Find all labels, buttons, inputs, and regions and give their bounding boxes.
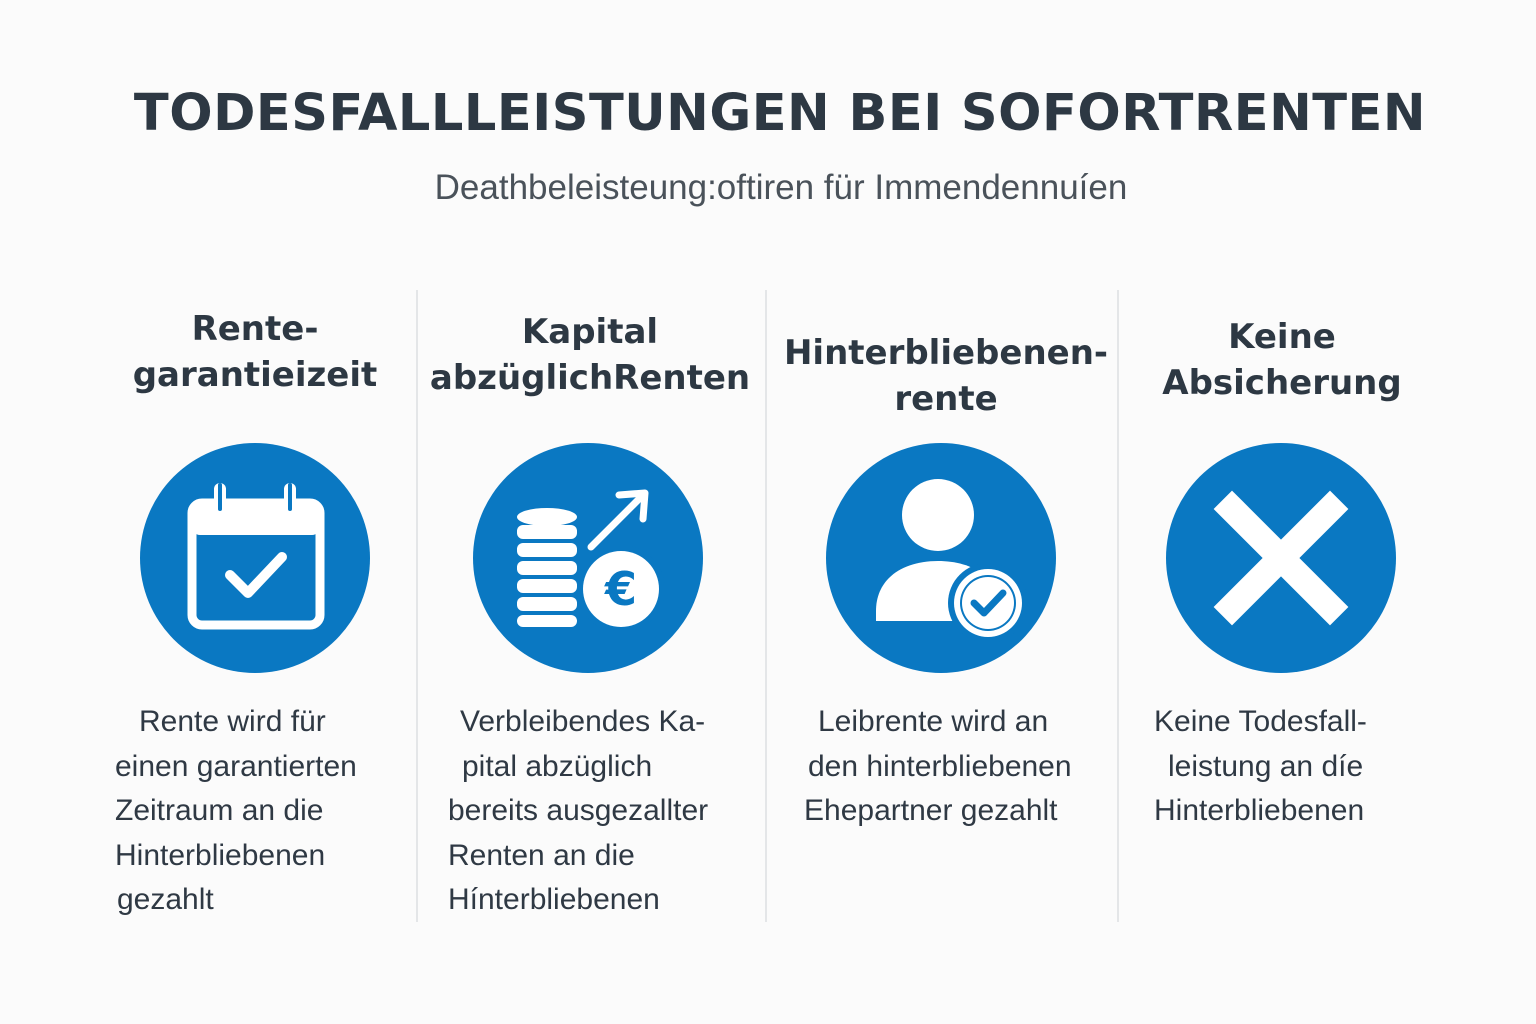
option-garantiezeit: Rente- garantieizeit Rente wird für eine… (85, 0, 425, 1024)
option-title: Kapital abzüglichRenten (429, 312, 751, 398)
person-check-icon (876, 479, 1028, 643)
column-divider (765, 290, 767, 922)
option-keine-absicherung: Keine Absicherung Keine Todesfall- leist… (1112, 0, 1452, 1024)
page-title: TODESFALLLEISTUNGEN BEI SOFORTRENTEN (133, 84, 1427, 143)
column-divider (1117, 290, 1119, 922)
option-icon-circle (140, 443, 370, 673)
option-hinterbliebenenrente: Hinterbliebenen- rente Leibrente wird an… (776, 0, 1116, 1024)
option-description: Rente wird für einen garantierten Zeitra… (115, 705, 357, 916)
page-subtitle: Deathbeleisteung:oftiren für Immendennuí… (434, 168, 1128, 207)
option-description: Leibrente wird an den hinterbliebenen Eh… (804, 705, 1072, 827)
option-kapital: Kapital abzüglichRenten € Verbleibende (420, 0, 760, 1024)
option-icon-circle (826, 443, 1056, 673)
x-mark-icon (1213, 490, 1349, 626)
svg-text:€: € (604, 562, 637, 616)
option-title: Hinterbliebenen- rente (783, 333, 1109, 419)
calendar-check-icon (187, 483, 325, 630)
coins-euro-arrow-icon: € (517, 489, 665, 633)
option-title: Rente- garantieizeit (132, 309, 378, 395)
option-description: Verbleibendes Ka- pital abzüglich bereit… (448, 705, 709, 916)
option-icon-circle (1166, 443, 1396, 673)
option-title: Keine Absicherung (1162, 317, 1402, 403)
option-icon-circle: € (473, 443, 703, 673)
column-divider (416, 290, 418, 922)
option-description: Keine Todesfall- leistung an díe Hinterb… (1154, 705, 1367, 827)
